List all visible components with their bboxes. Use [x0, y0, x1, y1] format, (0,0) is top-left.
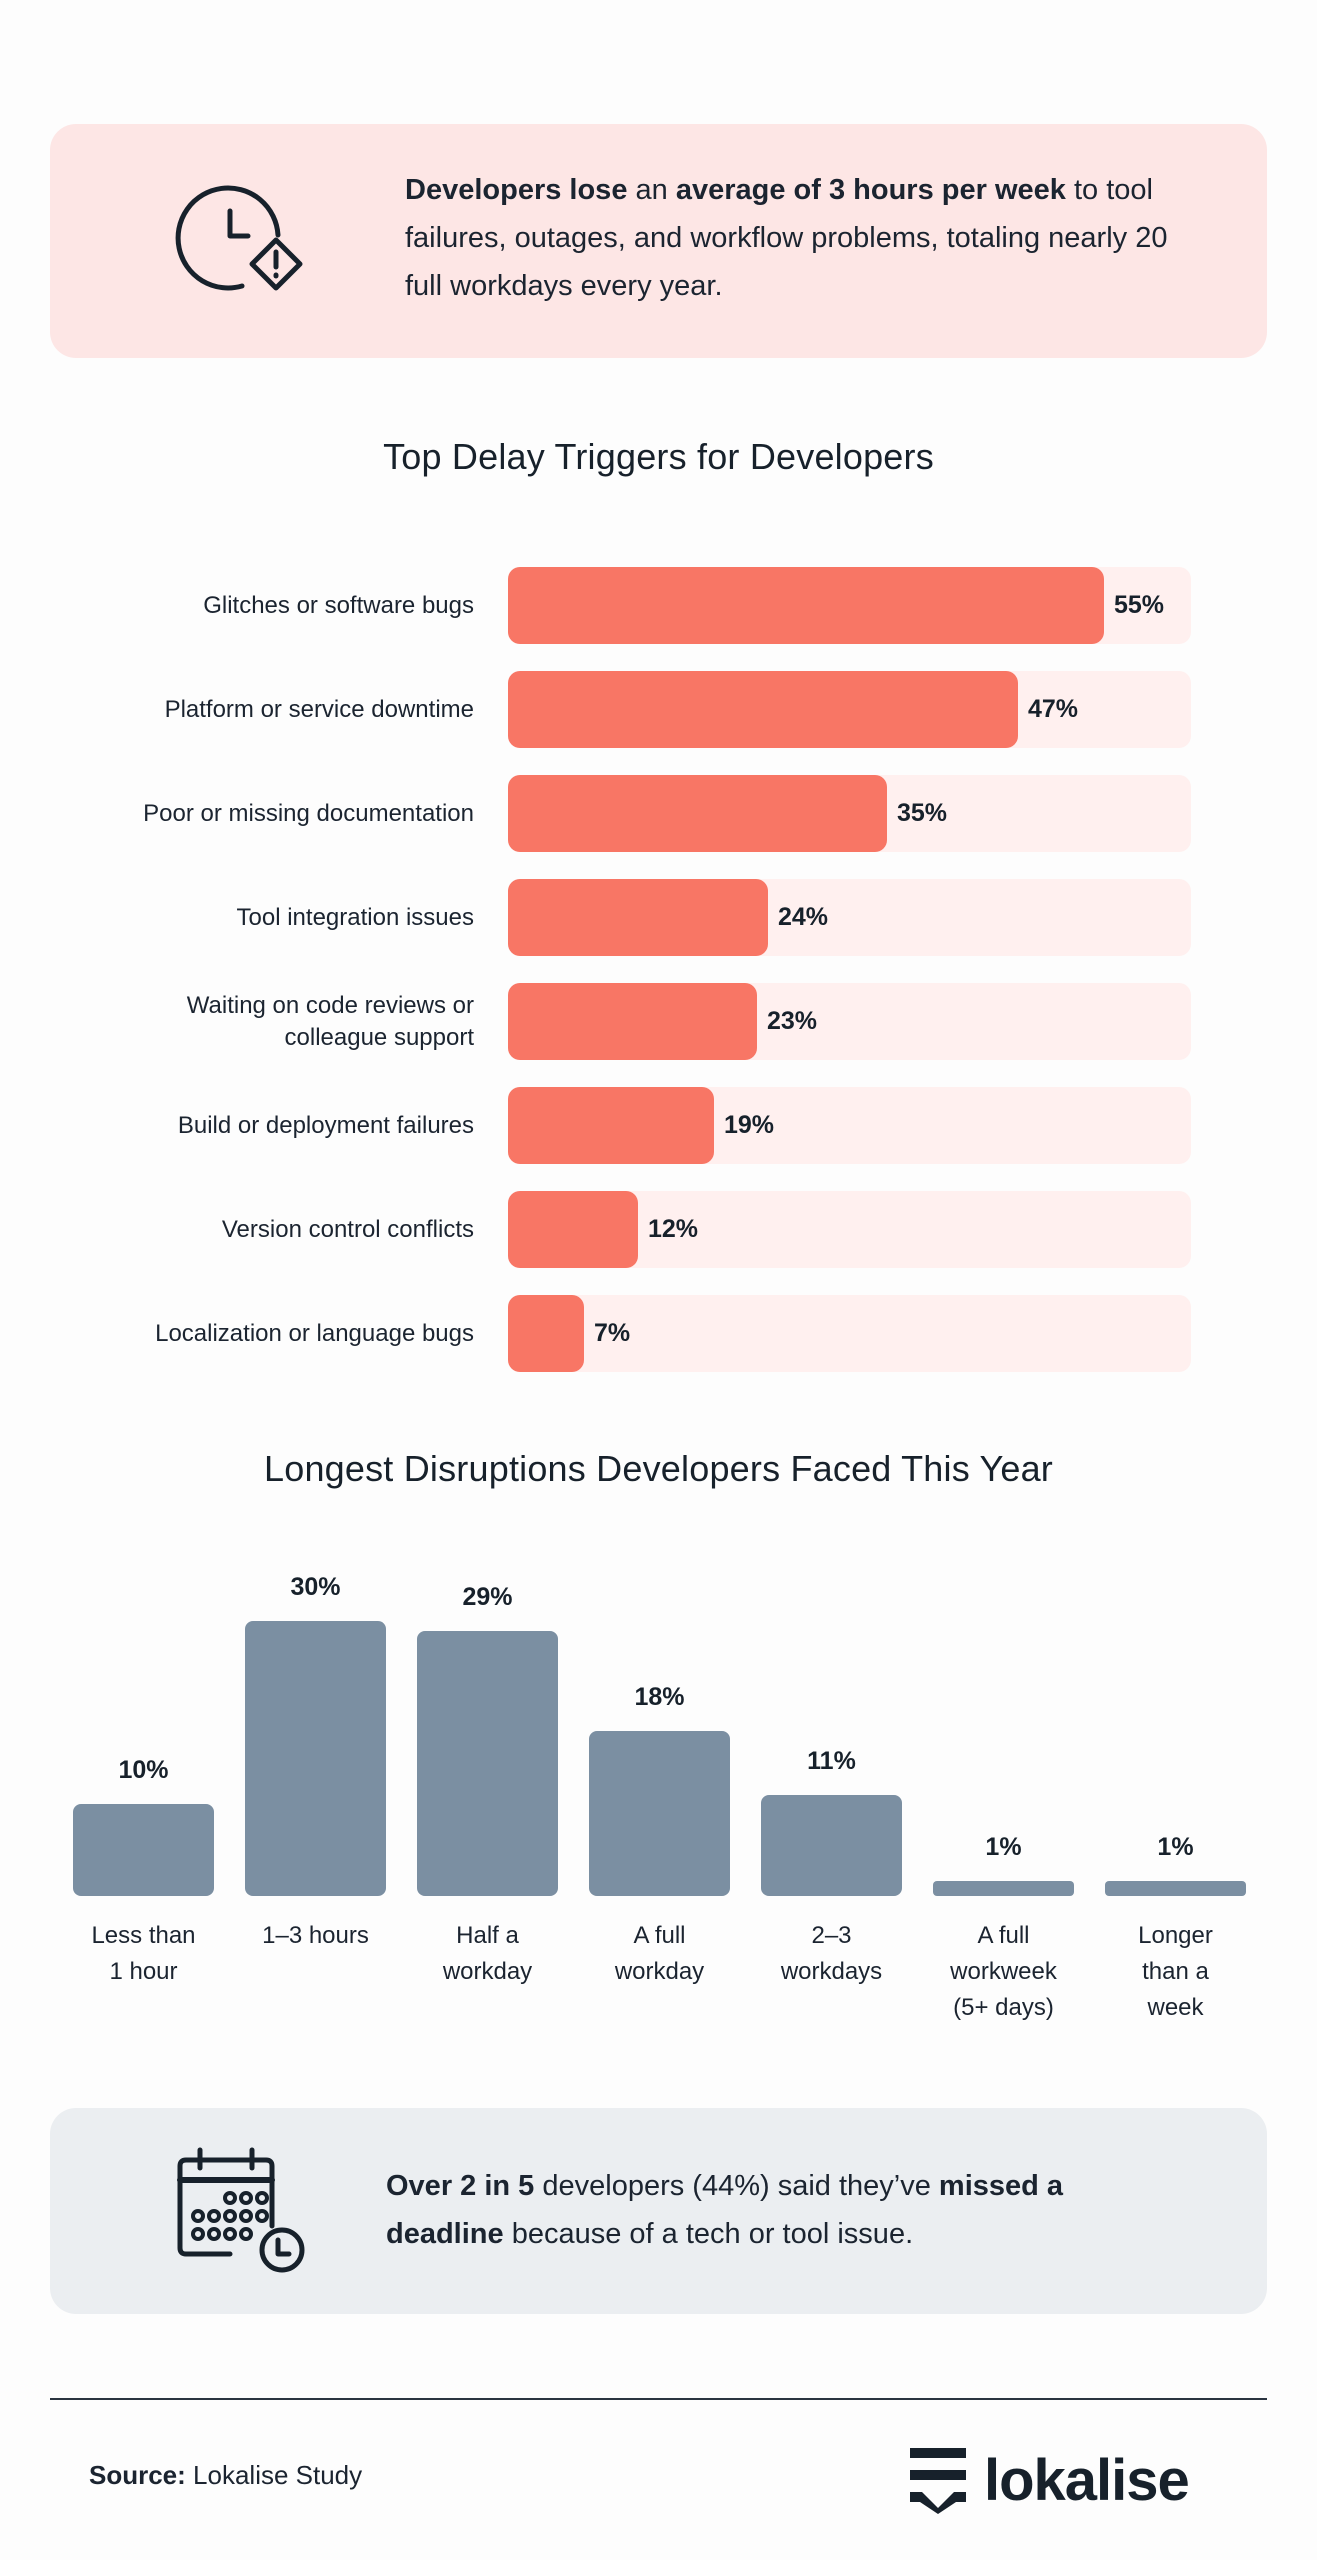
delay-triggers-chart: Glitches or software bugs 55% Platform or … [0, 567, 1317, 1372]
column-category-label: Longer than a week [1090, 1918, 1262, 2026]
category-label-line: A full [633, 1922, 686, 1949]
column-value-label: 18% [634, 1683, 685, 1711]
bar-row: Waiting on code reviews or colleague sup… [0, 983, 1317, 1060]
deadline-callout-text: Over 2 in 5 developers (44%) said they’v… [386, 2162, 1146, 2258]
source-label: Source: [89, 2460, 186, 2490]
bar-row: Build or deployment failures 19% [0, 1087, 1317, 1164]
category-label-line: than a [1142, 1958, 1209, 1985]
column-value-label: 1% [985, 1833, 1022, 1861]
stat-callout-text: Developers lose an average of 3 hours pe… [405, 166, 1185, 310]
callout-text-segment: an [627, 174, 676, 206]
bar-value-label: 55% [1114, 591, 1165, 619]
callout-text-segment: Developers lose [405, 174, 628, 206]
bar-category-label: Version control conflicts [221, 1215, 474, 1243]
category-label-line: 1–3 hours [262, 1922, 369, 1949]
column [245, 1621, 386, 1896]
bar-row: Platform or service downtime 47% [0, 671, 1317, 748]
callout-text-segment: because of a tech or tool issue. [503, 2218, 914, 2250]
bar [508, 1087, 714, 1164]
column [933, 1881, 1074, 1896]
bar-category-label: Tool integration issues [236, 903, 474, 931]
calendar-clock-icon [168, 2146, 308, 2280]
bar-row: Localization or language bugs 7% [0, 1295, 1317, 1372]
bar [508, 567, 1104, 644]
bar [508, 775, 887, 852]
bar-value-label: 7% [594, 1319, 631, 1347]
category-label-line: 1 hour [109, 1958, 178, 1985]
category-label-line: (5+ days) [953, 1994, 1054, 2021]
column-category-label: Less than 1 hour [58, 1918, 230, 1990]
category-label-line: week [1147, 1994, 1204, 2021]
bar-row: Version control conflicts 12% [0, 1191, 1317, 1268]
disruptions-title: Longest Disruptions Developers Faced Thi… [264, 1448, 1053, 1489]
footer-divider [50, 2398, 1267, 2400]
callout-text-segment: missed a deadline [386, 2170, 1064, 2250]
column-value-label: 29% [462, 1583, 513, 1611]
category-label-line: Longer [1138, 1922, 1213, 1949]
category-label-line: Less than [91, 1922, 196, 1949]
column-value-label: 11% [807, 1747, 856, 1775]
stat-callout: Developers lose an average of 3 hours pe… [50, 124, 1267, 358]
bar-category-label: Poor or missing documentation [143, 799, 474, 827]
category-label-line: workdays [780, 1958, 883, 1985]
column-value-label: 30% [290, 1573, 341, 1601]
bar [508, 983, 757, 1060]
logo-wordmark: lokalise [984, 2448, 1190, 2513]
column-category-label: A full workweek (5+ days) [918, 1918, 1090, 2026]
lokalise-logo-icon [910, 2448, 966, 2514]
column-value-label: 1% [1157, 1833, 1194, 1861]
callout-text-segment: Over 2 in 5 [386, 2170, 535, 2202]
bar-category-label: Localization or language bugs [155, 1319, 474, 1347]
bar [508, 1295, 584, 1372]
callout-text-segment: developers (44%) said they’ve [534, 2170, 939, 2202]
column [589, 1731, 730, 1896]
column [761, 1795, 902, 1896]
lokalise-logo: lokalise [910, 2448, 1190, 2514]
bar-category-label: Waiting on code reviews or colleague sup… [186, 991, 474, 1051]
bar [508, 1191, 638, 1268]
bar-value-label: 12% [648, 1215, 699, 1243]
callout-text-segment: to tool failures, outages, and workflow … [405, 174, 1168, 302]
category-label-line: Half a [456, 1922, 519, 1949]
category-label-line: workweek [950, 1958, 1057, 1985]
bar [508, 879, 768, 956]
bar [508, 671, 1018, 748]
bar-value-label: 19% [724, 1111, 775, 1139]
category-label-line: workday [614, 1958, 705, 1985]
category-label-line: workday [442, 1958, 533, 1985]
deadline-callout: Over 2 in 5 developers (44%) said they’v… [50, 2108, 1267, 2314]
bar-category-label: Build or deployment failures [177, 1111, 474, 1139]
bar-track [508, 1295, 1191, 1372]
bar-value-label: 35% [897, 799, 948, 827]
column [73, 1804, 214, 1896]
callout-text-segment: average of 3 hours per week [675, 174, 1066, 206]
column-category-label: 2–3 workdays [746, 1918, 918, 1990]
column-value-label: 10% [118, 1756, 169, 1784]
delay-triggers-title: Top Delay Triggers for Developers [383, 436, 934, 477]
bar-category-label: Glitches or software bugs [203, 591, 474, 619]
bar-category-label: Platform or service downtime [164, 695, 474, 723]
clock-warning-icon [172, 178, 312, 308]
source-value: Lokalise Study [185, 2460, 363, 2490]
column-category-label: A full workday [574, 1918, 746, 1990]
bar-value-label: 24% [778, 903, 829, 931]
column-category-label: 1–3 hours [230, 1918, 402, 1954]
bar-value-label: 23% [767, 1007, 818, 1035]
column-category-label: Half a workday [402, 1918, 574, 1990]
bar-row: Poor or missing documentation 35% [0, 775, 1317, 852]
category-label-line: A full [977, 1922, 1030, 1949]
bar-row: Tool integration issues 24% [0, 879, 1317, 956]
source-note: Source: Lokalise Study [89, 2460, 362, 2491]
category-label-line: 2–3 [811, 1922, 852, 1949]
column [417, 1631, 558, 1896]
bar-row: Glitches or software bugs 55% [0, 567, 1317, 644]
bar-value-label: 47% [1028, 695, 1079, 723]
column [1105, 1881, 1246, 1896]
